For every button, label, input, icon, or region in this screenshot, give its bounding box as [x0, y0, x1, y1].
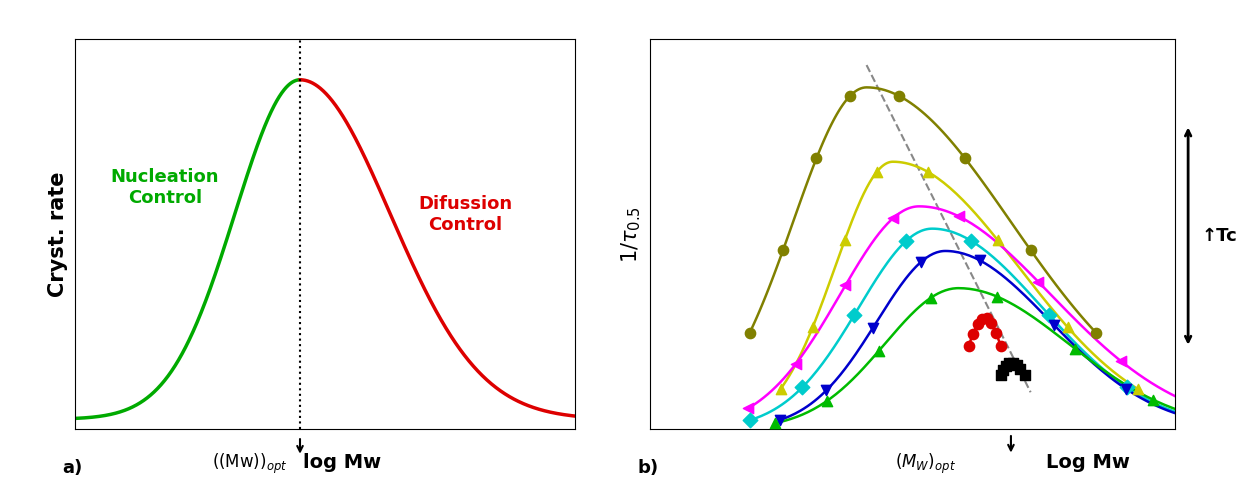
Point — [869, 347, 889, 355]
Point — [835, 282, 855, 289]
Point — [1058, 324, 1078, 331]
Point — [959, 342, 979, 349]
Point — [1086, 329, 1106, 337]
Y-axis label: Cryst. rate: Cryst. rate — [48, 171, 68, 297]
Point — [911, 258, 931, 265]
Text: Log Mw: Log Mw — [1045, 453, 1130, 472]
Point — [1144, 396, 1164, 404]
Point — [1065, 345, 1085, 353]
Point — [994, 366, 1014, 374]
Point — [770, 416, 790, 424]
Point — [1194, 405, 1214, 412]
Point — [772, 246, 792, 254]
Point — [1044, 321, 1064, 329]
Point — [866, 168, 886, 176]
Point — [918, 168, 938, 176]
Point — [1010, 365, 1030, 373]
Point — [968, 320, 988, 327]
Point — [1039, 311, 1059, 319]
Text: ((Mw))$_{opt}$: ((Mw))$_{opt}$ — [213, 452, 288, 476]
Point — [988, 236, 1008, 244]
Point — [806, 154, 826, 162]
Point — [1224, 419, 1244, 427]
Point — [765, 419, 785, 427]
Point — [1015, 371, 1035, 379]
Point — [740, 416, 760, 424]
Point — [1003, 359, 1022, 366]
Point — [920, 294, 940, 302]
Y-axis label: $1/\tau_{0.5}$: $1/\tau_{0.5}$ — [620, 206, 642, 263]
Point — [1118, 384, 1138, 391]
Point — [738, 405, 758, 412]
Point — [961, 237, 981, 244]
Text: Difussion
Control: Difussion Control — [418, 195, 512, 234]
Point — [981, 319, 1001, 327]
Point — [802, 324, 822, 331]
Text: a): a) — [62, 459, 82, 477]
Text: log Mw: log Mw — [304, 453, 381, 472]
Point — [816, 386, 836, 394]
Point — [972, 315, 992, 323]
Point — [816, 397, 836, 405]
Point — [955, 154, 975, 162]
Point — [986, 328, 1006, 336]
Point — [1029, 278, 1049, 286]
Point — [962, 330, 982, 338]
Text: b): b) — [638, 459, 659, 477]
Point — [990, 342, 1010, 349]
Point — [949, 212, 969, 220]
Point — [862, 324, 882, 332]
Point — [770, 385, 790, 393]
Point — [1020, 246, 1040, 254]
Point — [970, 256, 990, 264]
Point — [976, 315, 996, 323]
Text: $(M_W)_{opt}$: $(M_W)_{opt}$ — [895, 452, 955, 476]
Point — [1195, 416, 1215, 424]
Point — [786, 360, 806, 368]
Point — [1190, 416, 1210, 424]
Point — [1111, 357, 1131, 365]
Point — [840, 92, 860, 100]
Point — [884, 214, 904, 222]
Point — [999, 359, 1019, 367]
Text: Nucleation
Control: Nucleation Control — [111, 168, 219, 207]
Point — [890, 92, 910, 100]
Text: ↑Tc: ↑Tc — [1201, 227, 1238, 245]
Point — [1006, 361, 1026, 369]
Point — [1128, 385, 1148, 393]
Point — [740, 329, 760, 337]
Point — [844, 311, 864, 319]
Point — [835, 236, 855, 244]
Point — [996, 362, 1016, 369]
Point — [896, 237, 916, 244]
Point — [988, 293, 1008, 301]
Point — [990, 371, 1010, 379]
Point — [1115, 385, 1135, 392]
Point — [792, 384, 812, 391]
